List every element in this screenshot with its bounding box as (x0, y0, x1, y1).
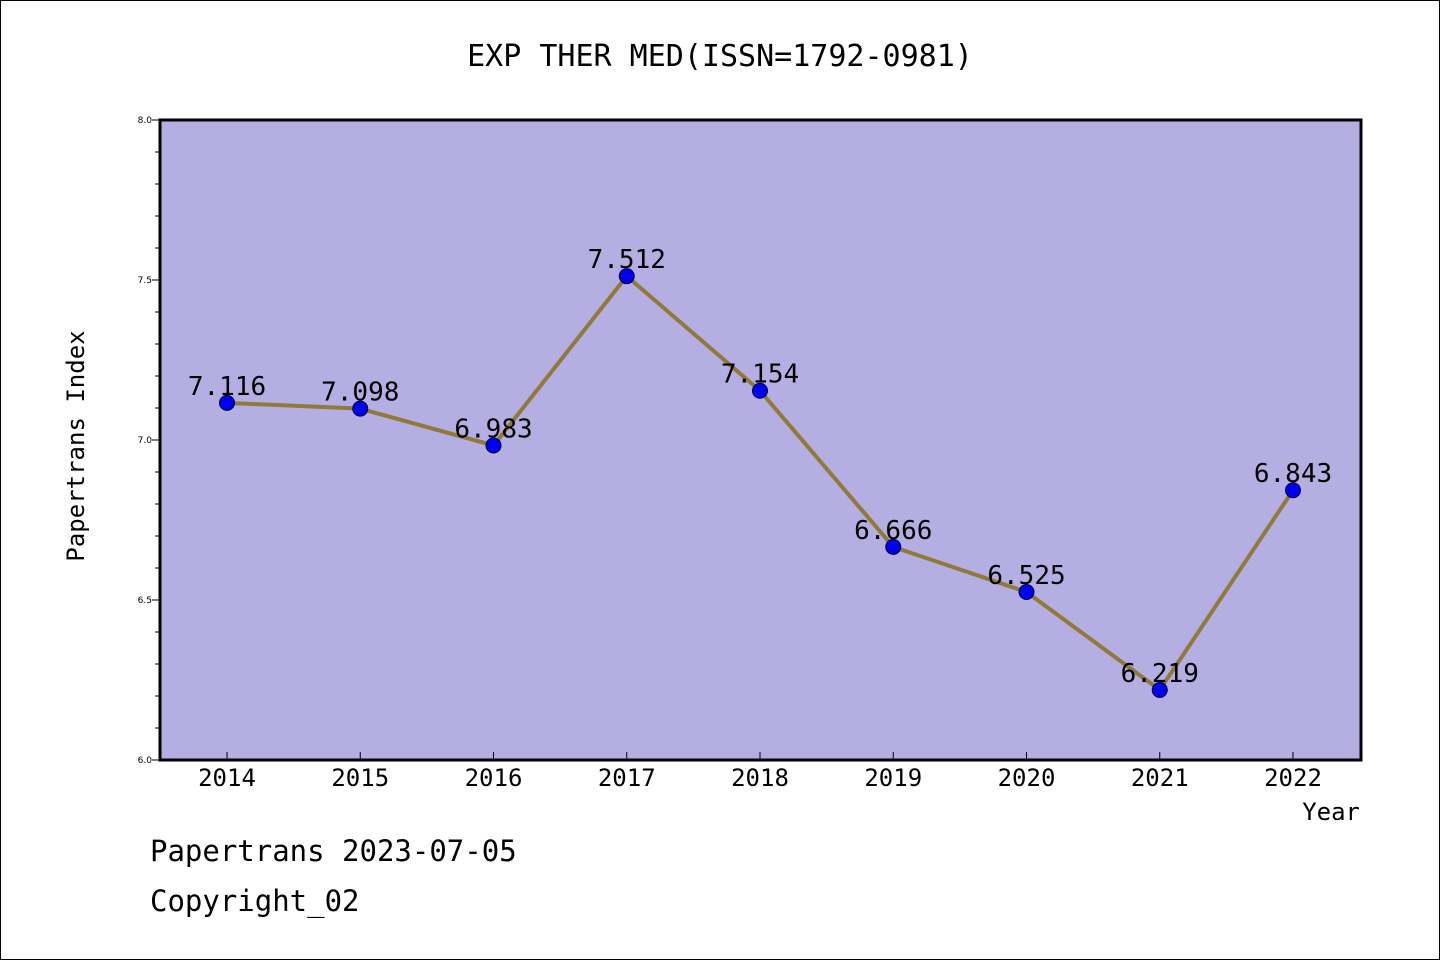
footer-date: Papertrans 2023-07-05 (150, 834, 517, 868)
x-tick-label: 2016 (465, 764, 523, 792)
y-tick-label: 6.0 (138, 756, 153, 766)
data-label: 7.154 (721, 360, 799, 390)
data-label: 7.098 (321, 378, 399, 408)
series-group: 7.116 7.098 6.983 7.512 7.154 6.666 6.525 6.219… (188, 245, 1332, 698)
x-tick-label: 2020 (998, 764, 1056, 792)
data-label: 6.219 (1121, 659, 1199, 689)
y-tick-label: 7.5 (138, 276, 152, 286)
data-point (219, 394, 235, 411)
x-tick-label: 2019 (864, 764, 922, 792)
plot-area (158, 118, 1363, 762)
data-label: 7.116 (188, 372, 266, 402)
data-point (618, 268, 635, 285)
data-point (1285, 482, 1301, 499)
data-point (1018, 584, 1035, 600)
data-label: 6.666 (854, 516, 932, 546)
data-label: 6.525 (987, 561, 1065, 591)
x-axis-label: Year (1302, 798, 1360, 826)
x-axis: 2014 2015 2016 2017 2018 2019 2020 2021 2022 (198, 752, 1322, 792)
y-axis-label: Papertrans Index (62, 330, 90, 561)
data-point (1151, 681, 1168, 698)
y-tick-label: 8.0 (138, 116, 153, 126)
data-point (352, 400, 369, 417)
chart-title: EXP THER MED(ISSN=1792-0981) (467, 39, 973, 74)
data-point (752, 382, 768, 399)
footer-copyright: Copyright_02 (150, 884, 360, 918)
data-label: 7.512 (588, 245, 666, 275)
y-axis: 6.0 6.5 7.0 7.5 8.0 (138, 116, 160, 766)
data-label: 6.983 (454, 414, 532, 444)
x-tick-label: 2018 (731, 764, 789, 792)
data-point (485, 437, 502, 454)
data-label: 6.843 (1254, 459, 1332, 489)
x-tick-label: 2015 (331, 764, 389, 792)
x-tick-label: 2014 (198, 764, 256, 792)
x-tick-label: 2021 (1131, 764, 1189, 792)
x-tick-label: 2017 (598, 764, 656, 792)
y-tick-label: 7.0 (138, 436, 153, 446)
x-tick-label: 2022 (1264, 764, 1322, 792)
data-point (885, 538, 902, 555)
y-tick-label: 6.5 (138, 596, 152, 606)
